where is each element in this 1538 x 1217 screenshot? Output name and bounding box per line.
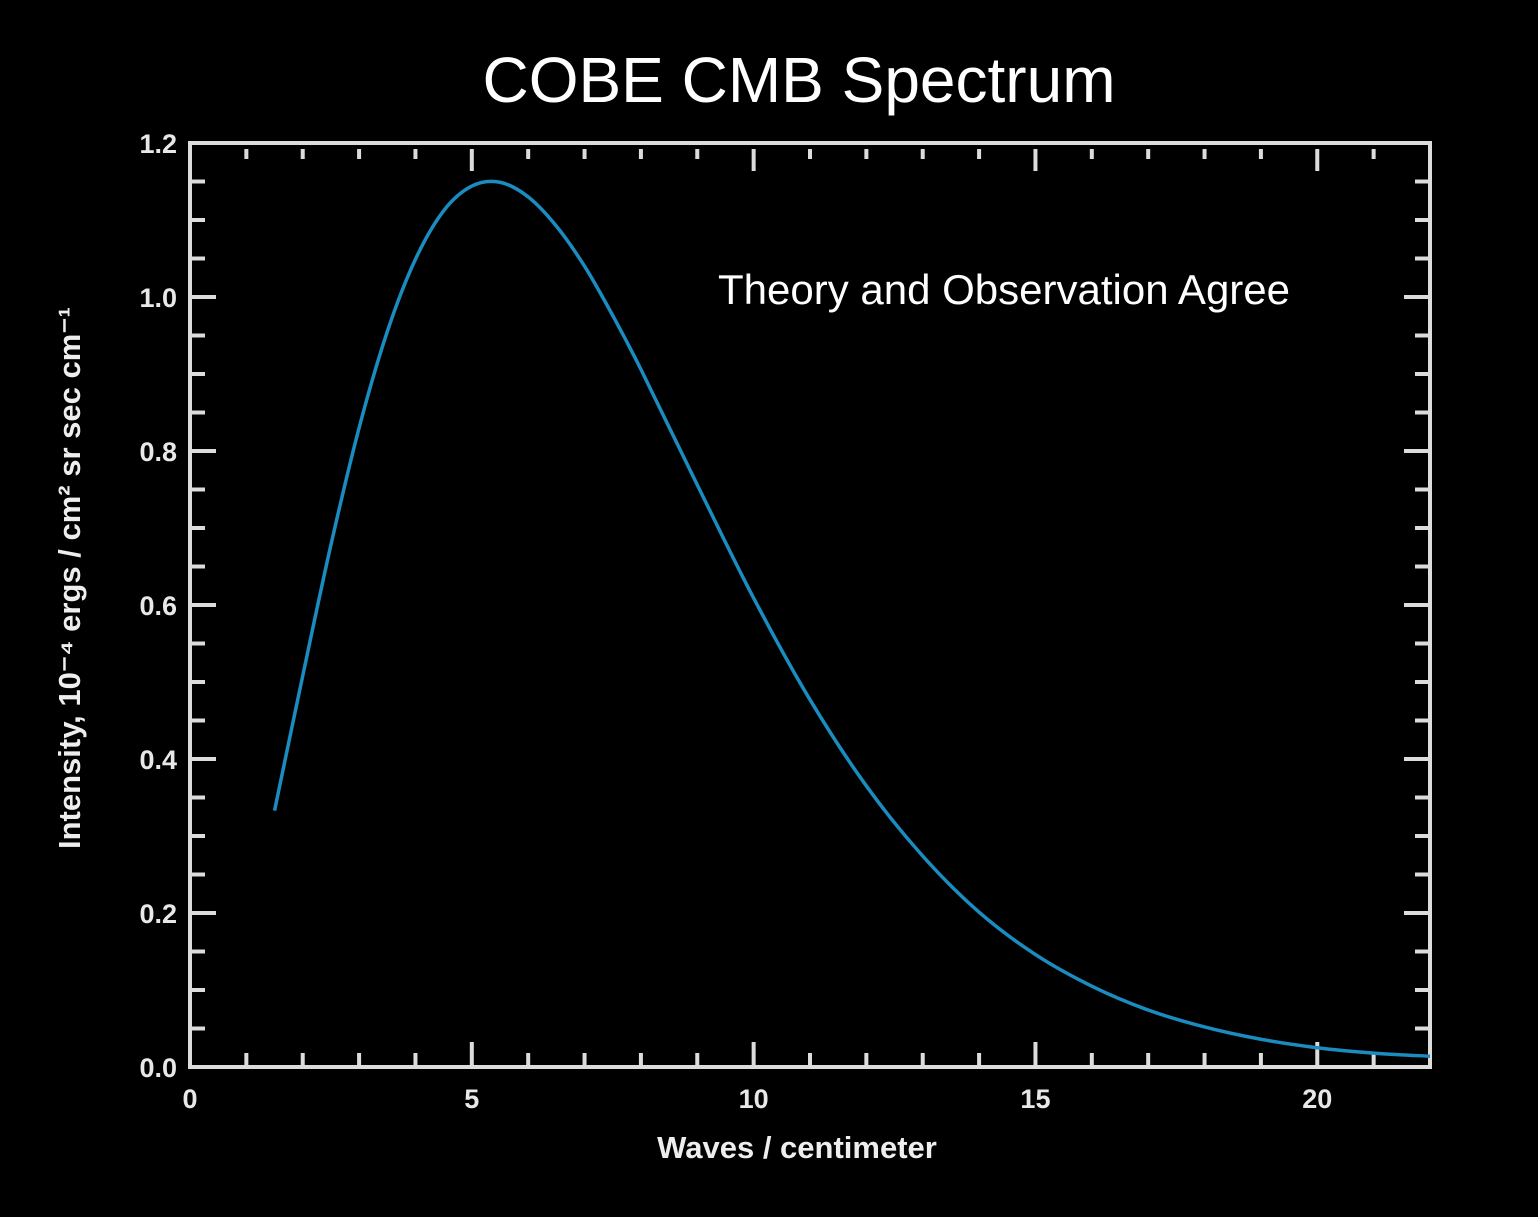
x-tick-label: 0 bbox=[182, 1084, 197, 1114]
y-tick-label: 0.2 bbox=[139, 899, 177, 929]
annotation: Theory and Observation Agree bbox=[718, 266, 1290, 313]
y-axis-label: Intensity, 10⁻⁴ ergs / cm² sr sec cm⁻¹ bbox=[52, 307, 87, 849]
y-tick-label: 0.0 bbox=[139, 1053, 177, 1083]
x-tick-label: 20 bbox=[1302, 1084, 1332, 1114]
x-tick-label: 5 bbox=[464, 1084, 479, 1114]
y-tick-label: 1.0 bbox=[139, 283, 177, 313]
spectrum-line bbox=[272, 179, 1431, 1058]
y-tick-label: 0.4 bbox=[139, 745, 177, 775]
y-tick-label: 1.2 bbox=[139, 129, 177, 159]
plot-frame bbox=[188, 141, 1432, 1069]
y-tick-labels: 0.0 0.2 0.4 0.6 0.8 1.0 1.2 bbox=[139, 129, 177, 1083]
chart-title: COBE CMB Spectrum bbox=[482, 44, 1115, 116]
x-tick-labels: 0 5 10 15 20 bbox=[182, 1084, 1332, 1114]
y-tick-label: 0.8 bbox=[139, 437, 177, 467]
x-tick-label: 10 bbox=[739, 1084, 769, 1114]
x-axis-label: Waves / centimeter bbox=[657, 1130, 937, 1165]
x-tick-label: 15 bbox=[1020, 1084, 1050, 1114]
y-tick-label: 0.6 bbox=[139, 591, 177, 621]
